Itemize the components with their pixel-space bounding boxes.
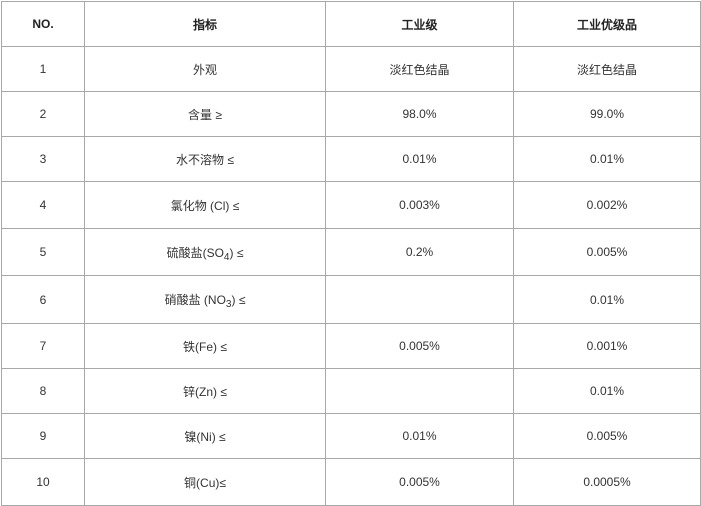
table-row: 6 硝酸盐 (NO3) ≤0.01%	[1, 275, 701, 324]
cell-industrial: 0.005%	[325, 323, 514, 369]
header-item: 指标	[84, 1, 326, 47]
cell-industrial: 0.005%	[325, 458, 514, 506]
item-name: 镍(Ni) ≤	[184, 429, 226, 444]
cell-no: 8	[1, 368, 85, 414]
table-row: 3 水不溶物 ≤ 0.01% 0.01%	[1, 136, 701, 182]
item-name: 水不溶物 ≤	[176, 152, 234, 167]
cell-item: 水不溶物 ≤	[84, 136, 326, 182]
table-row: 1 外观 淡红色结晶 淡红色结晶	[1, 46, 701, 92]
cell-no: 4	[1, 181, 85, 229]
cell-no: 10	[1, 458, 85, 506]
cell-no: 9	[1, 413, 85, 459]
cell-industrial: 0.01%	[325, 413, 514, 459]
cell-no: 1	[1, 46, 85, 92]
cell-industrial: 0.2%	[325, 228, 514, 276]
cell-industrial: 淡红色结晶	[325, 46, 514, 92]
cell-no: 6	[1, 275, 85, 324]
cell-no: 7	[1, 323, 85, 369]
cell-no: 2	[1, 91, 85, 137]
cell-item: 铁(Fe) ≤	[84, 323, 326, 369]
cell-item: 镍(Ni) ≤	[84, 413, 326, 459]
table-row: 2 含量 ≥ 98.0% 99.0%	[1, 91, 701, 137]
cell-item: 铜(Cu)≤	[84, 458, 326, 506]
table-row: 7 铁(Fe) ≤ 0.005% 0.001%	[1, 323, 701, 369]
item-name: 硝酸盐 (NO	[164, 293, 226, 307]
item-name: 锌(Zn) ≤	[183, 384, 227, 399]
header-industrial: 工业级	[325, 1, 514, 47]
item-subscript: 4	[223, 251, 230, 263]
table-row: 10 铜(Cu)≤ 0.005% 0.0005%	[1, 458, 701, 506]
header-no: NO.	[1, 1, 85, 47]
cell-industrial: 0.003%	[325, 181, 514, 229]
cell-item: 氯化物 (Cl) ≤	[84, 181, 326, 229]
cell-item: 外观	[84, 46, 326, 92]
cell-premium: 0.001%	[513, 323, 701, 369]
header-premium: 工业优级品	[513, 1, 701, 47]
cell-item: 硫酸盐(SO4) ≤	[84, 228, 326, 276]
item-name: 外观	[192, 62, 217, 77]
cell-industrial: 0.01%	[325, 136, 514, 182]
item-name: 硫酸盐(SO	[166, 245, 224, 260]
item-name: 铜(Cu)≤	[184, 475, 226, 490]
item-name: 含量 ≥	[188, 107, 222, 122]
cell-premium: 0.002%	[513, 181, 701, 229]
cell-no: 5	[1, 228, 85, 276]
cell-industrial: 98.0%	[325, 91, 514, 137]
cell-premium: 0.005%	[513, 413, 701, 459]
cell-premium: 0.0005%	[513, 458, 701, 506]
table-row: 8 锌(Zn) ≤ 0.01%	[1, 368, 701, 414]
item-subscript: 3	[225, 299, 232, 310]
cell-premium: 0.005%	[513, 228, 701, 276]
header-row: NO. 指标 工业级 工业优级品	[1, 1, 701, 47]
cell-premium: 0.01%	[513, 368, 701, 414]
cell-item: 硝酸盐 (NO3) ≤	[84, 275, 326, 324]
cell-premium: 0.01%	[513, 275, 701, 324]
item-suffix: ) ≤	[229, 245, 244, 260]
cell-premium: 淡红色结晶	[513, 46, 701, 92]
table-row: 4 氯化物 (Cl) ≤ 0.003% 0.002%	[1, 181, 701, 229]
table-row: 9 镍(Ni) ≤ 0.01% 0.005%	[1, 413, 701, 459]
item-suffix: ) ≤	[231, 293, 246, 307]
cell-item: 锌(Zn) ≤	[84, 368, 326, 414]
item-name: 铁(Fe) ≤	[183, 339, 227, 354]
item-name: 氯化物 (Cl) ≤	[170, 198, 240, 213]
cell-premium: 0.01%	[513, 136, 701, 182]
cell-premium: 99.0%	[513, 91, 701, 137]
table-row: 5 硫酸盐(SO4) ≤0.2% 0.005%	[1, 228, 701, 276]
cell-item: 含量 ≥	[84, 91, 326, 137]
cell-no: 3	[1, 136, 85, 182]
cell-industrial	[325, 368, 514, 414]
cell-industrial	[325, 275, 514, 324]
